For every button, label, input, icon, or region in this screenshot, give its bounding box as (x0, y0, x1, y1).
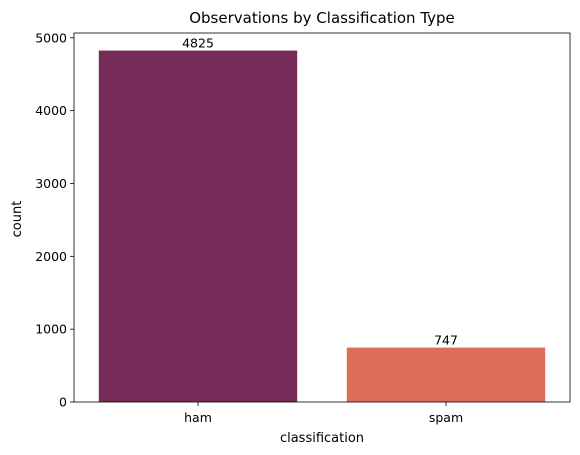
data-label-ham: 4825 (182, 36, 214, 51)
y-tick-label-0: 0 (59, 395, 67, 410)
plot-frame (73, 32, 571, 403)
y-tick-label-3000: 3000 (35, 176, 67, 191)
chart-title: Observations by Classification Type (189, 9, 455, 27)
y-tick-label-1000: 1000 (35, 322, 67, 337)
x-tick-label-ham: ham (184, 410, 212, 425)
bar-ham (98, 50, 298, 403)
y-tick-label-4000: 4000 (35, 103, 67, 118)
data-label-spam: 747 (434, 333, 458, 348)
x-axis-label: classification (280, 431, 364, 446)
bar-spam (346, 347, 546, 402)
plot-area: 4825 ham 747 spam 0 1000 2000 3000 4000 5000 (35, 30, 571, 425)
x-tick-label-spam: spam (429, 410, 463, 425)
y-tick-label-2000: 2000 (35, 249, 67, 264)
y-axis-label: count (10, 201, 25, 238)
y-tick-label-5000: 5000 (35, 30, 67, 45)
